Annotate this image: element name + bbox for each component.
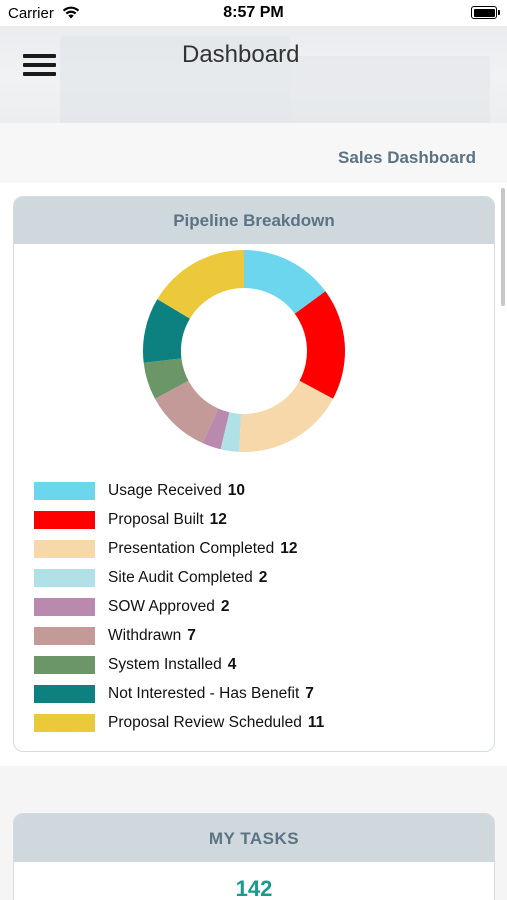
legend-item: SOW Approved 2 xyxy=(34,595,474,624)
legend-item: Presentation Completed 12 xyxy=(34,537,474,566)
legend-swatch xyxy=(34,598,95,616)
legend-value: 12 xyxy=(280,540,298,557)
legend-label-text: Usage Received xyxy=(108,482,222,499)
my-tasks-card[interactable]: MY TASKS 142 xyxy=(13,813,495,900)
legend-value: 4 xyxy=(227,656,237,673)
legend-item: Not Interested - Has Benefit 7 xyxy=(34,682,474,711)
sales-section xyxy=(0,123,507,183)
legend-item: Proposal Review Scheduled 11 xyxy=(34,711,474,740)
scrollbar[interactable] xyxy=(501,188,505,306)
legend-value: 11 xyxy=(307,714,325,731)
legend-swatch xyxy=(34,540,95,558)
legend-label: Proposal Review Scheduled 11 xyxy=(108,714,324,732)
legend-item: Proposal Built 12 xyxy=(34,508,474,537)
status-bar: Carrier 8:57 PM xyxy=(0,0,507,26)
my-tasks-title: MY TASKS xyxy=(14,814,494,862)
wifi-icon xyxy=(62,6,80,19)
legend-label-text: Proposal Built xyxy=(108,511,204,528)
legend-item: Usage Received 10 xyxy=(34,479,474,508)
legend-swatch xyxy=(34,656,95,674)
legend-label: SOW Approved 2 xyxy=(108,598,229,616)
my-tasks-count: 142 xyxy=(235,876,273,900)
legend-swatch xyxy=(34,511,95,529)
donut-slice[interactable] xyxy=(143,299,190,363)
legend-label-text: Presentation Completed xyxy=(108,540,275,557)
legend-swatch xyxy=(34,482,95,500)
donut-slice[interactable] xyxy=(157,250,244,319)
carrier-label: Carrier xyxy=(8,5,54,22)
pipeline-legend: Usage Received 10 Proposal Built 12 Presenta… xyxy=(34,479,474,740)
donut-slice[interactable] xyxy=(239,380,334,452)
donut-slice[interactable] xyxy=(294,291,345,399)
legend-item: System Installed 4 xyxy=(34,653,474,682)
legend-label: Presentation Completed 12 xyxy=(108,540,298,558)
legend-swatch xyxy=(34,627,95,645)
legend-label: Proposal Built 12 xyxy=(108,511,227,529)
page-title: Dashboard xyxy=(182,41,300,68)
legend-item: Withdrawn 7 xyxy=(34,624,474,653)
battery-icon xyxy=(471,6,500,19)
legend-value: 7 xyxy=(305,685,314,702)
legend-value: 12 xyxy=(209,511,227,528)
pipeline-donut-chart xyxy=(143,250,345,452)
donut-slice[interactable] xyxy=(202,408,230,450)
sales-dashboard-link[interactable]: Sales Dashboard xyxy=(338,148,476,167)
legend-label: Not Interested - Has Benefit 7 xyxy=(108,685,314,703)
clock: 8:57 PM xyxy=(223,4,284,21)
donut-slice[interactable] xyxy=(143,358,189,399)
legend-label-text: SOW Approved xyxy=(108,598,215,615)
donut-slice[interactable] xyxy=(220,412,242,452)
app-header: Dashboard xyxy=(0,26,507,123)
legend-label-text: Withdrawn xyxy=(108,627,182,644)
pipeline-breakdown-card: Pipeline Breakdown Usage Received 10 Propo… xyxy=(13,196,495,752)
legend-value: 10 xyxy=(227,482,245,499)
legend-label-text: Site Audit Completed xyxy=(108,569,253,586)
legend-label: Withdrawn 7 xyxy=(108,627,196,645)
donut-slice[interactable] xyxy=(154,380,219,444)
legend-label-text: Proposal Review Scheduled xyxy=(108,714,302,731)
header-background-image-detail xyxy=(290,56,490,123)
header-background-image xyxy=(60,36,290,123)
legend-label: Site Audit Completed 2 xyxy=(108,569,267,587)
pipeline-breakdown-title: Pipeline Breakdown xyxy=(14,197,494,244)
legend-label-text: Not Interested - Has Benefit xyxy=(108,685,300,702)
hamburger-menu-icon[interactable] xyxy=(23,52,57,78)
legend-label-text: System Installed xyxy=(108,656,222,673)
legend-label: System Installed 4 xyxy=(108,656,236,674)
legend-value: 7 xyxy=(187,627,196,644)
legend-value: 2 xyxy=(220,598,230,615)
legend-swatch xyxy=(34,569,95,587)
legend-label: Usage Received 10 xyxy=(108,482,245,500)
legend-swatch xyxy=(34,685,95,703)
legend-value: 2 xyxy=(258,569,268,586)
legend-swatch xyxy=(34,714,95,732)
donut-slice[interactable] xyxy=(244,250,326,314)
legend-item: Site Audit Completed 2 xyxy=(34,566,474,595)
